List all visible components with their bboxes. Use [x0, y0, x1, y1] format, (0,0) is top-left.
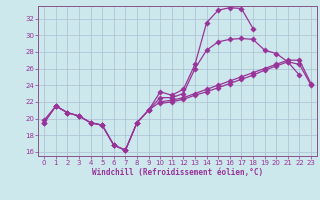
- X-axis label: Windchill (Refroidissement éolien,°C): Windchill (Refroidissement éolien,°C): [92, 168, 263, 177]
